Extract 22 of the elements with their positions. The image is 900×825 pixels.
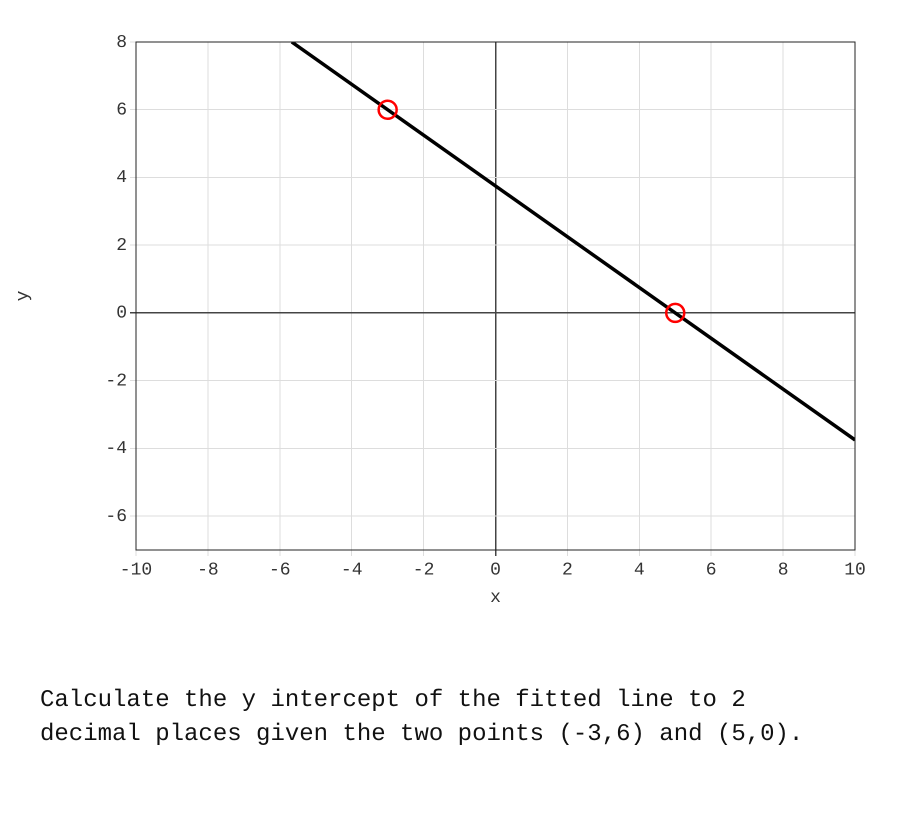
x-tick-label: 10 — [844, 560, 866, 581]
x-tick-label: 4 — [634, 560, 645, 581]
y-tick-label: 6 — [116, 100, 127, 120]
x-axis-title: x — [490, 588, 501, 608]
x-tick-label: 0 — [490, 560, 501, 581]
y-tick-label: 8 — [116, 32, 127, 53]
y-axis-title: y — [14, 290, 34, 302]
y-tick-label: -6 — [105, 506, 127, 527]
x-tick-label: -10 — [120, 560, 152, 581]
x-tick-label: 2 — [562, 560, 573, 581]
x-tick-label: 8 — [778, 560, 789, 581]
text: Calculate the y intercept of the fitted line to 2 decimal places given the two points (-3,6) and (5,0). — [40, 686, 804, 750]
x-tick-label: -2 — [412, 560, 434, 581]
x-tick-label: -8 — [197, 560, 219, 581]
x-tick-label: 6 — [706, 560, 717, 581]
x-tick-label: -4 — [340, 560, 363, 581]
x-tick-label: -6 — [268, 560, 291, 581]
y-tick-label: 4 — [116, 168, 127, 188]
y-tick-label: -4 — [105, 439, 127, 460]
y-tick-label: 0 — [116, 304, 127, 324]
y-tick-label: 2 — [116, 236, 127, 256]
y-tick-label: -2 — [105, 371, 127, 392]
